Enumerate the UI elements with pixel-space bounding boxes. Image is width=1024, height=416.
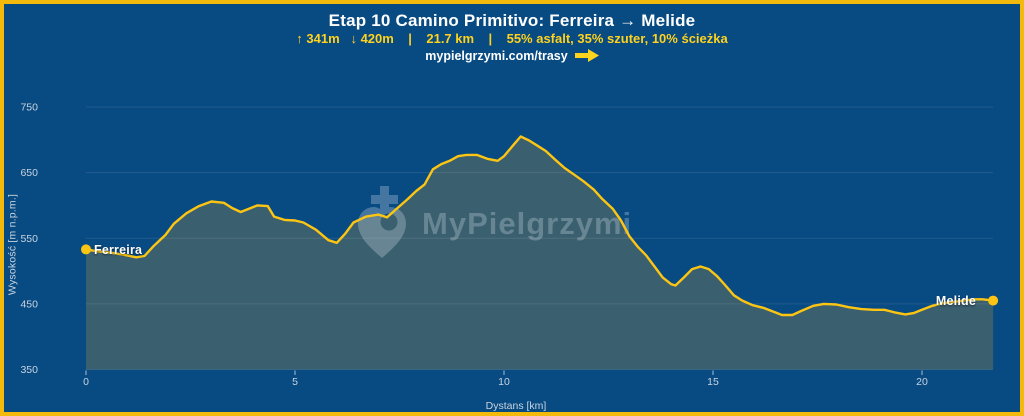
- elevation-chart: MyPielgrzymi 0 5 10 15 20 350 450 550 650 750: [20, 102, 999, 389]
- area-fill: [86, 136, 994, 370]
- brand-heart-cross-icon: [358, 186, 406, 258]
- x-tick-label: 15: [707, 376, 719, 388]
- watermark-text: MyPielgrzymi: [422, 206, 632, 241]
- elevation-area: [86, 136, 994, 370]
- axis-ticks: 0 5 10 15 20 350 450 550 650 750: [20, 102, 928, 389]
- line-path: [84, 135, 995, 317]
- end-point-label: Melide: [935, 294, 976, 308]
- y-tick-label: 650: [20, 167, 38, 179]
- y-tick-label: 750: [20, 102, 38, 114]
- x-tick-label: 20: [916, 376, 928, 388]
- x-tick-label: 0: [83, 376, 89, 388]
- site-link-text[interactable]: mypielgrzymi.com/trasy: [425, 49, 568, 63]
- gridlines: [86, 106, 994, 370]
- end-point-marker: [988, 295, 999, 306]
- x-axis-title: Dystans [km]: [485, 400, 547, 412]
- x-tick-label: 10: [498, 376, 510, 388]
- site-link[interactable]: mypielgrzymi.com/trasy: [4, 49, 1020, 63]
- endpoint-markers: [81, 244, 999, 306]
- start-point-label: Ferreira: [94, 243, 143, 257]
- y-tick-label: 450: [20, 298, 38, 310]
- y-tick-label: 550: [20, 233, 38, 245]
- page-title: Etap 10 Camino Primitivo: Ferreira → Mel…: [328, 11, 696, 30]
- watermark: MyPielgrzymi: [358, 186, 632, 258]
- x-tick-label: 5: [292, 376, 298, 388]
- arrow-right-icon: [574, 49, 599, 62]
- elevation-line: [84, 135, 995, 317]
- start-point-marker: [81, 244, 91, 255]
- y-axis-title: Wysokość [m n.p.m.]: [6, 193, 19, 296]
- y-tick-label: 350: [20, 364, 38, 376]
- route-stats: ↑ 341m ↓ 420m | 21.7 km | 55% asfalt, 35…: [296, 31, 728, 46]
